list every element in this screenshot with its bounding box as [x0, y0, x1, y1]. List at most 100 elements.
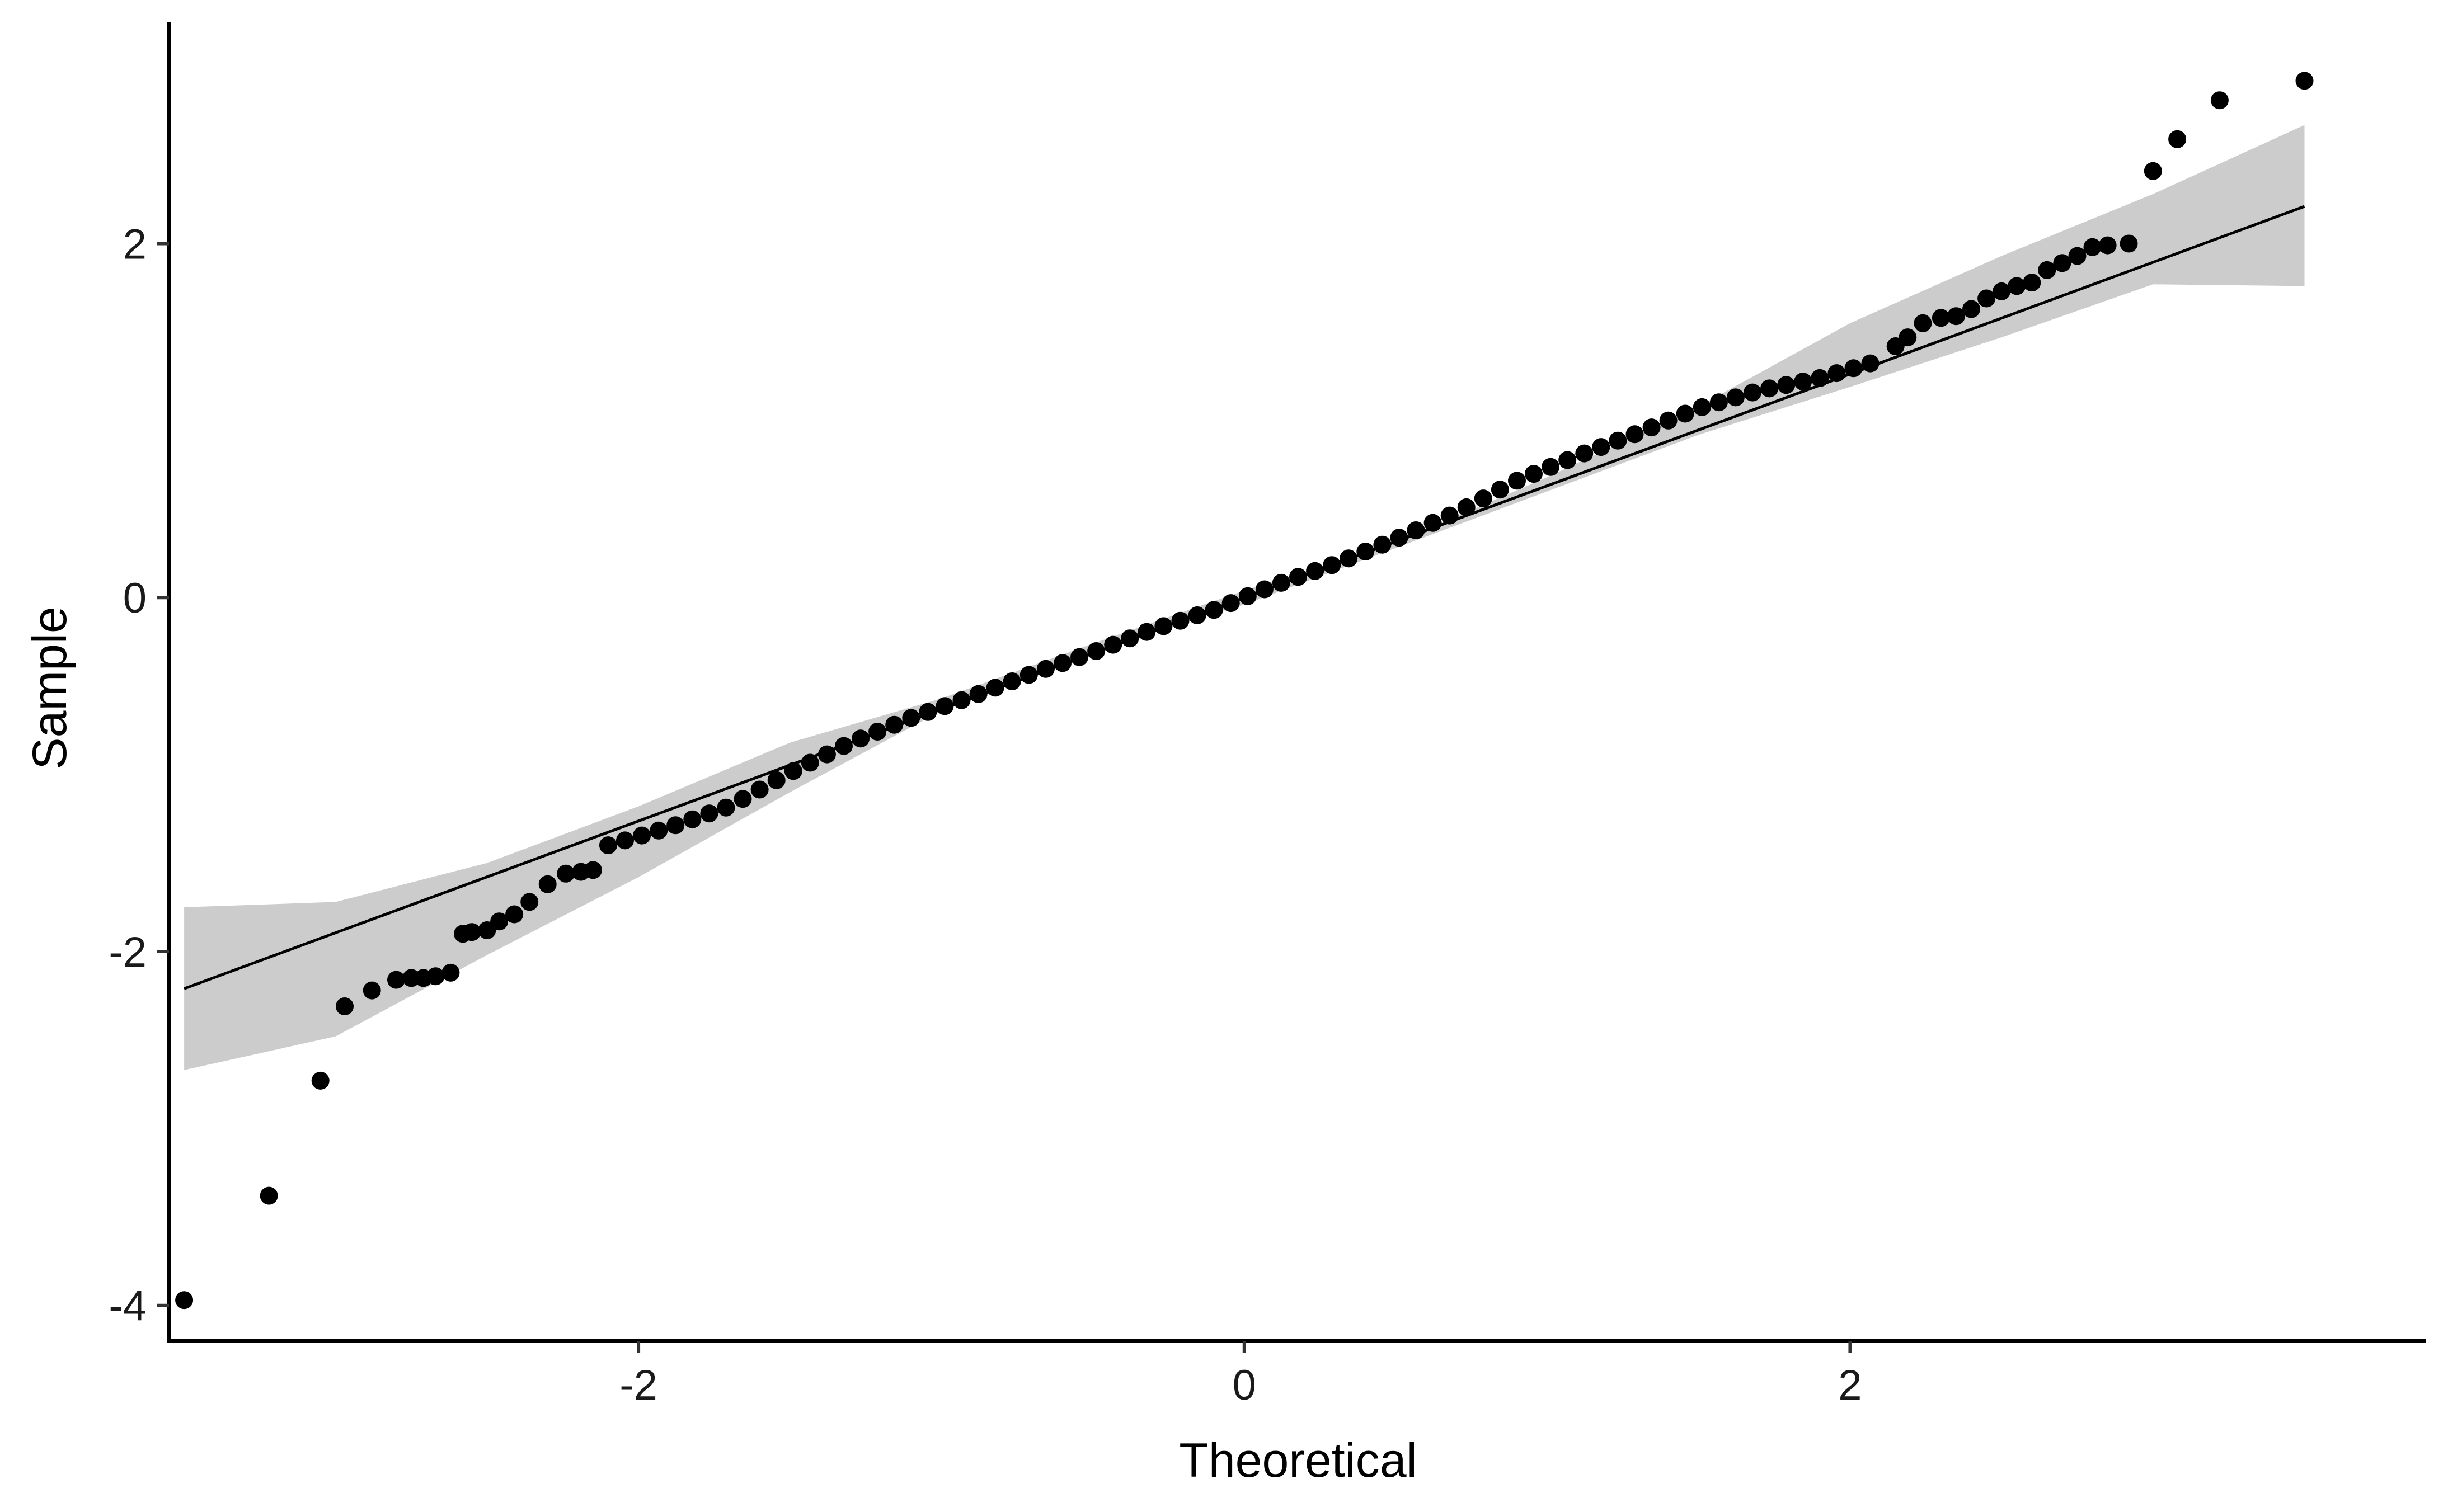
sample-point [1019, 666, 1038, 684]
sample-point [1760, 379, 1779, 398]
sample-point [1726, 388, 1745, 407]
axes-layer: -2 0 2 -4 -2 0 2 [109, 22, 2426, 1409]
sample-point [363, 981, 381, 1000]
sample-point [683, 810, 702, 828]
sample-point [426, 967, 445, 986]
sample-point [1693, 398, 1711, 416]
sample-point [650, 821, 668, 840]
sample-point [1188, 606, 1206, 624]
sample-point [1625, 425, 1644, 444]
sample-point [538, 875, 557, 893]
sample-point [557, 864, 575, 883]
sample-point [1794, 373, 1812, 391]
sample-point [852, 729, 870, 748]
sample-point [463, 923, 481, 941]
sample-point [750, 780, 769, 799]
sample-point [1138, 623, 1156, 641]
sample-point [260, 1186, 278, 1205]
sample-point [767, 771, 786, 789]
sample-point [1914, 314, 1932, 332]
sample-point [801, 753, 819, 772]
sample-point [1592, 438, 1610, 456]
sample-point [1289, 568, 1307, 586]
sample-point [1993, 282, 2011, 300]
sample-point [520, 893, 539, 911]
sample-point [1272, 573, 1290, 592]
sample-point [1373, 535, 1392, 554]
y-axis-title: Sample [23, 606, 77, 770]
sample-point [441, 963, 460, 982]
sample-point [952, 691, 971, 709]
sample-point [584, 861, 602, 879]
sample-point [633, 826, 651, 845]
y-tick-label: -4 [109, 1283, 147, 1330]
sample-point [1306, 562, 1324, 580]
sample-point [1558, 451, 1577, 469]
sample-point [616, 831, 634, 850]
x-tick-label: 2 [1838, 1362, 1862, 1409]
sample-point [784, 762, 802, 780]
sample-point [1827, 364, 1846, 383]
sample-point [1238, 587, 1257, 605]
sample-point [505, 905, 524, 924]
sample-point [2068, 247, 2087, 265]
sample-point [1054, 654, 1072, 672]
sample-point [868, 723, 887, 741]
sample-point [1003, 672, 1021, 690]
sample-point [490, 912, 509, 931]
sample-point [919, 703, 937, 721]
sample-point [2295, 72, 2314, 90]
sample-point [1811, 369, 1829, 387]
sample-point [1171, 611, 1190, 630]
sample-point [2168, 130, 2187, 148]
sample-point [1205, 601, 1223, 619]
sample-point [817, 745, 836, 764]
sample-point [1087, 642, 1106, 660]
sample-point [1932, 309, 1950, 327]
sample-point [1121, 629, 1139, 648]
sample-point [1407, 521, 1425, 539]
sample-point [2210, 91, 2229, 110]
sample-point [1947, 307, 1965, 326]
sample-point [2120, 234, 2138, 253]
sample-point [700, 804, 718, 823]
sample-point [1340, 549, 1358, 568]
sample-point [1036, 660, 1055, 678]
sample-point [1255, 580, 1274, 599]
sample-point [2098, 236, 2117, 255]
sample-point [1491, 481, 1509, 499]
x-axis-title: Theoretical [1179, 1434, 1417, 1487]
sample-point [734, 790, 752, 808]
sample-point [986, 679, 1004, 697]
sample-point [1390, 529, 1408, 547]
sample-point [1508, 472, 1526, 490]
sample-point [1474, 489, 1492, 508]
sample-point [1659, 411, 1678, 430]
sample-point [387, 971, 405, 989]
sample-point [969, 685, 988, 703]
sample-point [1642, 418, 1661, 437]
sample-point [1070, 648, 1088, 666]
y-tick-label: 2 [123, 220, 147, 268]
sample-point [1899, 328, 1917, 347]
y-tick-label: -2 [109, 929, 147, 976]
sample-point [1575, 444, 1594, 463]
sample-point [1440, 506, 1459, 525]
sample-point [1423, 514, 1442, 532]
x-tick-label: -2 [619, 1362, 657, 1409]
sample-point [1709, 393, 1728, 412]
sample-point [1609, 431, 1627, 450]
sample-point [885, 715, 904, 734]
sample-point [1977, 289, 1996, 308]
sample-point [1221, 594, 1240, 613]
sample-point [1154, 617, 1173, 635]
sample-point [336, 997, 354, 1015]
sample-point [2053, 254, 2071, 272]
sample-point [1676, 404, 1694, 423]
sample-point [2023, 274, 2041, 292]
sample-point [1457, 498, 1476, 516]
sample-point [936, 697, 954, 715]
sample-point [666, 816, 685, 835]
